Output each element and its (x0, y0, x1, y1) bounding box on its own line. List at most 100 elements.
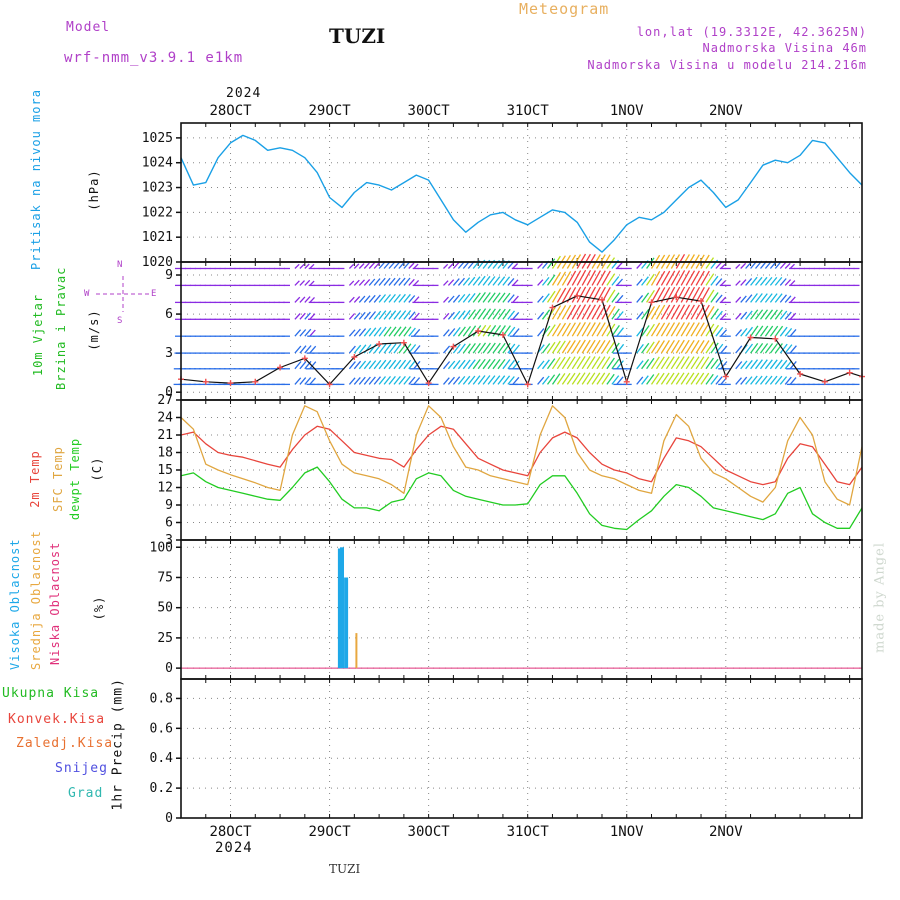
wind-arrow (646, 257, 655, 269)
wind-arrow (408, 278, 415, 286)
wind-arrow (363, 376, 371, 385)
wind-arrow (735, 296, 742, 303)
wind-arrow (408, 376, 416, 385)
lonlat-text: lon,lat (19.3312E, 42.3625N) (636, 25, 867, 39)
wind-arrow (789, 312, 797, 320)
wind-arrow (754, 325, 764, 337)
wind-arrow (670, 304, 681, 320)
wind-arrow (591, 372, 601, 385)
wind-arrow (413, 312, 420, 320)
wind-arrow (388, 326, 397, 337)
wind-arrow (769, 325, 779, 337)
wind-arrow (541, 293, 550, 303)
wind-arrow (636, 360, 644, 370)
wind-arrow (675, 372, 685, 385)
wind-arrow (492, 375, 501, 385)
conv-precip-label: Konvek.Kisa (8, 712, 106, 727)
wind-arrow (373, 327, 382, 337)
wind-arrow (482, 375, 491, 385)
wind-gust-marker (698, 298, 705, 305)
wind-arrow (685, 372, 695, 385)
wind-arrow (596, 322, 606, 337)
wind-arrow (695, 340, 705, 354)
wind-arrow (715, 326, 724, 337)
wind-arrow (566, 270, 577, 286)
wind-arrow (348, 313, 356, 320)
wind-arrow (443, 361, 451, 370)
wind-arrow (512, 344, 520, 354)
wind-arrow (368, 327, 377, 337)
wind-arrow (784, 376, 792, 385)
wind-arrow (556, 271, 567, 286)
wind-arrow (452, 261, 460, 269)
wind-arrow (388, 343, 397, 354)
wind-arrow (774, 325, 784, 337)
year-bottom: 2024 (215, 840, 253, 856)
wind-arrow (745, 277, 753, 286)
wind-arrow (596, 270, 606, 286)
wind-arrow (541, 375, 550, 385)
wind-arrow (750, 276, 758, 286)
wind-arrow (745, 326, 754, 337)
wind-arrow (413, 296, 420, 303)
wind-arrow (487, 292, 496, 303)
pressure-ytick-label: 1021 (142, 230, 173, 245)
wind-arrow (759, 276, 768, 286)
wind-arrow (745, 376, 753, 385)
date-top-label: 28OCT (209, 103, 252, 119)
wind-arrow (601, 270, 611, 286)
wind-arrow (606, 257, 616, 269)
wind-arrow (551, 340, 561, 354)
wind-arrow (769, 293, 778, 303)
wind-arrow (551, 373, 561, 385)
wind-arrow (482, 308, 492, 320)
wind-arrow (750, 293, 758, 303)
wind-arrow (443, 296, 449, 303)
compass-n: N (117, 260, 124, 270)
wind-arrow (546, 341, 556, 354)
wind-arrow (715, 310, 723, 320)
wind-arrow (457, 310, 466, 320)
pressure-line (180, 134, 863, 253)
wind-arrow (512, 360, 520, 370)
wind-arrow (665, 339, 675, 354)
wind-arrow (764, 309, 774, 320)
wind-arrow (512, 263, 519, 269)
wind-arrow (700, 270, 710, 286)
wind-arrow (784, 360, 793, 370)
wind-arrow (660, 270, 671, 286)
wind-arrow (705, 289, 715, 303)
wind-arrow (447, 262, 454, 269)
wind-arrow (304, 296, 311, 303)
wind-arrow (348, 345, 356, 354)
wind-arrow (299, 360, 307, 370)
wind-arrow (735, 377, 742, 385)
wind-arrow (408, 311, 416, 320)
wind-arrow (294, 329, 302, 337)
wind-arrow (606, 341, 616, 354)
wind-gust-marker (227, 380, 234, 387)
wind-arrow (675, 286, 686, 303)
wind-arrow (462, 277, 471, 286)
wind-arrow (754, 276, 763, 286)
wind-arrow (546, 274, 556, 286)
wind-arrow (472, 276, 481, 286)
wind-arrow (581, 339, 591, 354)
temp2m-line (180, 425, 863, 486)
wind-arrow (477, 308, 487, 320)
wind-arrow (457, 277, 465, 286)
wind-arrow (735, 361, 743, 370)
wind-arrow (497, 276, 506, 286)
wind-arrow (363, 262, 370, 269)
wind-arrow (502, 292, 511, 303)
wind-arrow (571, 270, 582, 286)
wind-arrow (561, 271, 572, 286)
wind-arrow (502, 359, 511, 370)
compass-e: E (151, 289, 158, 299)
wind-arrow (358, 328, 367, 337)
wind-arrow (750, 325, 759, 337)
date-top-label: 2NOV (709, 103, 743, 119)
wind-arrow (611, 325, 620, 337)
